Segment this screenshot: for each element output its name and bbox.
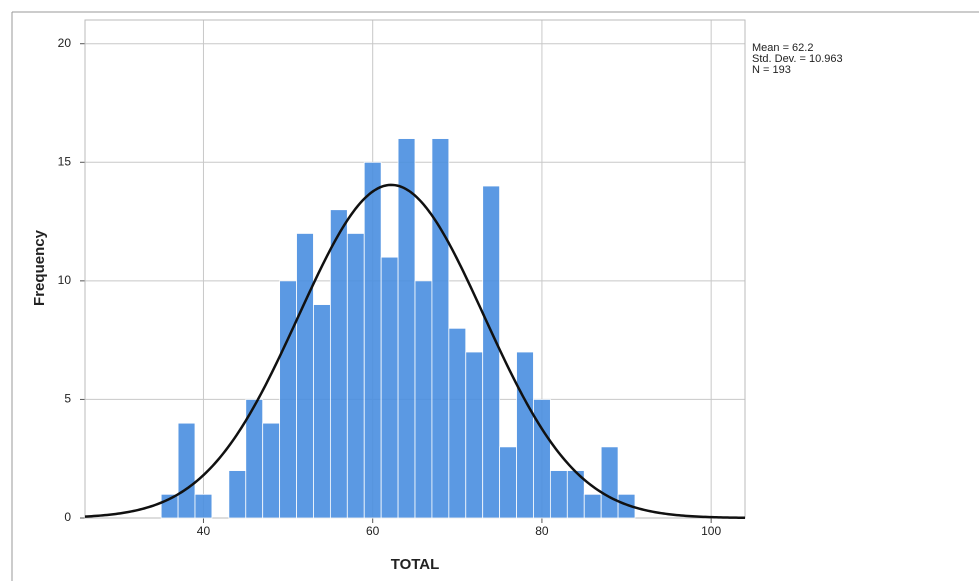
bar (380, 256, 399, 519)
bar (296, 233, 314, 519)
bar (448, 327, 467, 519)
stat-annotation: N = 193 (752, 64, 791, 76)
bar (329, 209, 348, 519)
bar (414, 280, 433, 519)
stat-annotation: Mean = 62.2 (752, 42, 813, 54)
y-tick-label: 5 (64, 392, 71, 406)
bar (549, 470, 568, 519)
x-tick-label: 100 (701, 524, 721, 538)
y-tick-label: 20 (58, 36, 72, 50)
bar (262, 422, 281, 519)
bar (397, 138, 416, 519)
y-tick-label: 10 (58, 273, 72, 287)
bar (177, 422, 196, 519)
bar (482, 185, 501, 519)
bar (583, 493, 602, 519)
x-tick-label: 40 (197, 524, 211, 538)
bar (533, 399, 551, 519)
bar (465, 351, 484, 519)
bar (499, 446, 517, 519)
bar (313, 304, 331, 519)
y-tick-label: 15 (58, 154, 72, 168)
bar (431, 138, 450, 519)
normal-curve (84, 183, 746, 520)
y-axis-label: Frequency (31, 229, 48, 306)
bar (194, 493, 213, 519)
x-tick-label: 60 (366, 524, 380, 538)
bar (516, 351, 534, 519)
x-axis-label: TOTAL (391, 556, 440, 573)
bar (346, 233, 365, 519)
x-tick-label: 80 (535, 524, 549, 538)
y-tick-label: 0 (64, 510, 71, 524)
bar (228, 470, 247, 519)
bar (279, 280, 297, 519)
stat-annotation: Std. Dev. = 10.963 (752, 53, 843, 65)
bar (363, 161, 382, 519)
bar (600, 446, 619, 519)
